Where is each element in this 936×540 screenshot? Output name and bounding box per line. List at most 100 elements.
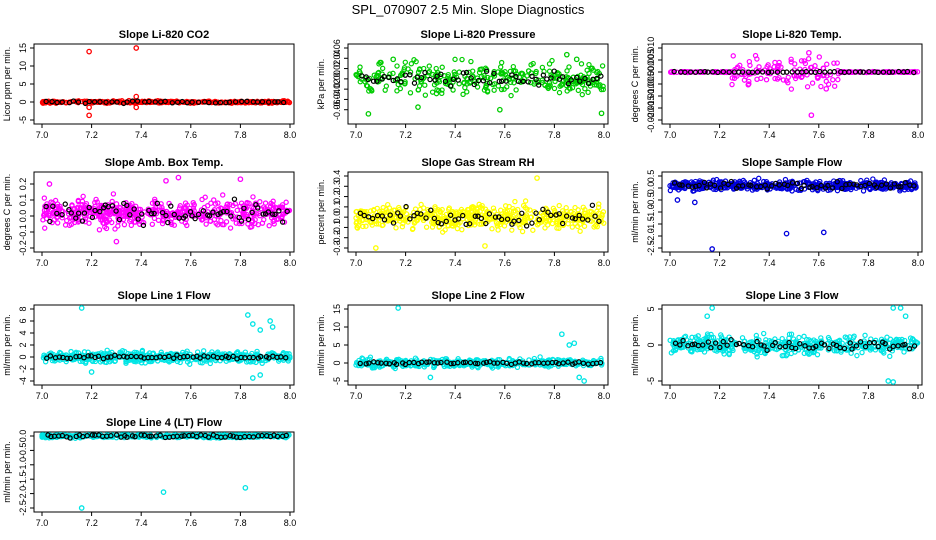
data-point [804,84,811,90]
reference-point [880,69,887,75]
data-point [467,80,473,86]
data-point [521,75,528,82]
data-point [522,198,529,204]
data-point [549,220,556,227]
data-point [460,91,466,98]
reference-point [113,208,119,214]
reference-point [217,210,224,216]
data-point [481,87,488,93]
reference-point [725,181,731,188]
data-point [831,83,838,89]
reference-point [407,72,413,78]
data-point [149,221,156,227]
y-tick-label: 5 [646,306,656,311]
reference-point [424,359,430,365]
x-tick-label: 7.0 [664,130,677,140]
reference-point [671,180,678,186]
data-point [131,358,137,365]
x-tick-label: 8.0 [912,391,925,401]
data-point [202,194,208,200]
data-point [495,221,501,227]
reference-point [365,76,371,83]
data-point [399,71,405,78]
x-tick-label: 8.0 [284,258,297,268]
y-tick-label: 8 [18,306,28,311]
data-point [721,351,727,357]
y-tick-label: -0.02 [332,79,342,100]
reference-point [520,360,527,366]
data-point [250,194,256,200]
reference-point [265,99,272,105]
reference-point [257,353,264,360]
data-point [581,223,588,229]
y-tick-label: -0.1 [18,224,28,240]
data-point [171,222,178,228]
series-points [39,432,292,511]
reference-point [43,98,49,105]
data-point [754,354,760,360]
data-point [484,80,491,86]
data-point [526,357,532,363]
data-point [491,208,497,214]
x-tick-label: 7.0 [664,258,677,268]
data-point [112,226,118,232]
reference-point [129,98,136,104]
reference-point [822,69,828,75]
data-point [360,223,366,230]
reference-point [205,354,211,360]
reference-point [278,354,284,360]
data-point [581,378,588,384]
reference-point [357,360,363,367]
data-point [46,211,52,217]
x-tick-label: 8.0 [912,258,925,268]
reference-point [494,360,501,366]
y-tick-label: 0.005 [646,49,656,72]
reference-point [47,218,53,225]
reference-point [427,76,433,83]
x-tick-label: 7.6 [499,130,512,140]
reference-point [576,212,582,219]
reference-point [689,184,696,190]
data-point [262,200,269,206]
reference-point [873,184,880,190]
data-point [566,342,573,348]
x-tick-label: 7.6 [185,130,198,140]
data-point [283,99,289,105]
data-point [429,224,436,230]
reference-point [168,203,174,209]
data-point [506,203,512,210]
reference-point [54,99,60,106]
data-point [507,211,513,217]
data-point [667,183,673,189]
data-point [409,226,416,233]
y-tick-label: 6 [18,318,28,323]
data-point [754,180,761,186]
reference-point [134,98,141,104]
reference-point [536,82,542,88]
data-point [788,59,794,65]
series-points [40,174,293,245]
data-point [423,224,430,230]
x-tick-label: 7.4 [135,518,148,528]
reference-point [487,80,493,86]
data-point [881,177,888,183]
x-tick-label: 7.2 [85,518,98,528]
data-point [530,227,536,233]
reference-point [705,69,711,75]
data-point [395,81,401,88]
reference-point [73,215,79,221]
reference-point [486,211,493,217]
data-point [482,84,489,91]
reference-point [50,203,56,209]
data-point [257,327,264,333]
data-point [470,204,476,211]
data-point [501,223,508,229]
y-axis-label: kPa per min. [316,59,326,110]
reference-point [244,98,250,105]
data-point [486,216,493,222]
data-point [556,202,562,209]
x-tick-label: 7.2 [713,130,726,140]
reference-point [387,212,393,218]
x-tick-label: 7.2 [713,258,726,268]
data-point [46,181,53,187]
